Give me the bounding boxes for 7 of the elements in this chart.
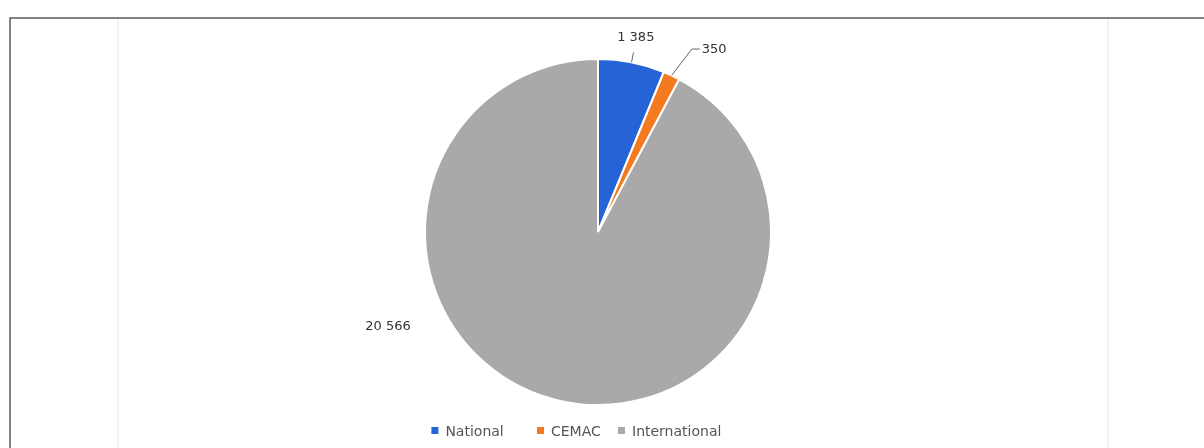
pie-slice — [424, 58, 772, 406]
data-label: 1 385 — [617, 28, 655, 44]
legend-label: CEMAC — [551, 423, 602, 439]
data-label: 350 — [701, 41, 727, 57]
data-label: 20 566 — [365, 318, 411, 333]
legend-label: National — [445, 423, 504, 439]
legend-label: International — [632, 423, 722, 439]
